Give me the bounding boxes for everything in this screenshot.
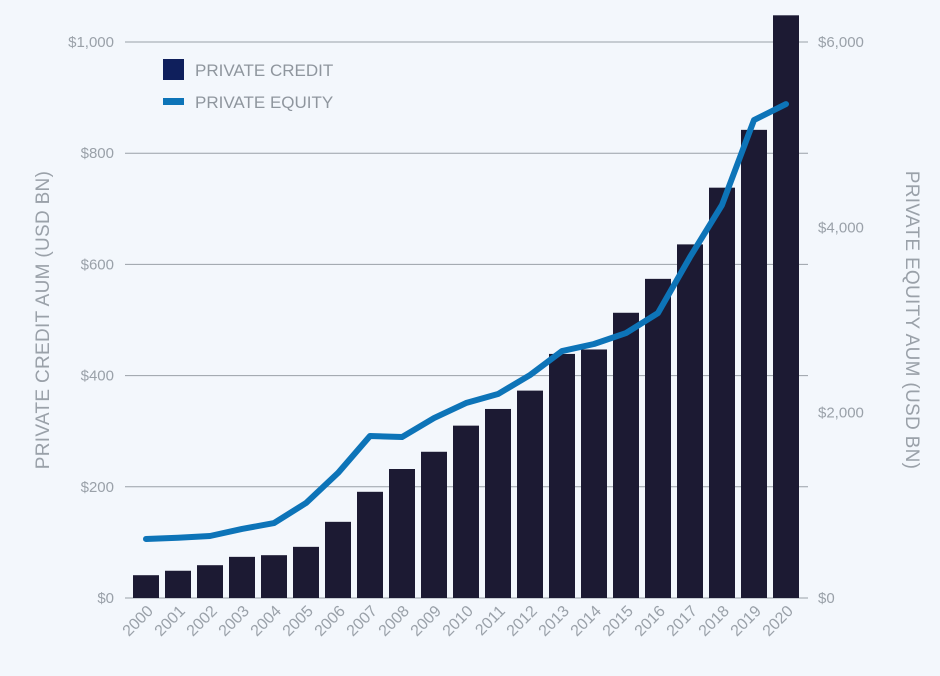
right-tick-label: $2,000	[818, 405, 864, 422]
bar-2006	[325, 521, 351, 598]
x-tick-label: 2005	[280, 603, 317, 640]
left-tick-label: $1,000	[68, 34, 114, 51]
bar-2018	[709, 187, 735, 598]
bar-2015	[613, 312, 639, 598]
bar-2009	[421, 451, 447, 598]
bar-2017	[677, 244, 703, 598]
legend-label-private-credit: PRIVATE CREDIT	[195, 61, 333, 80]
x-tick-label: 2019	[728, 603, 765, 640]
bar-2010	[453, 425, 479, 598]
right-tick-label: $6,000	[818, 34, 864, 51]
private-equity-line	[143, 101, 789, 542]
left-tick-label: $800	[81, 145, 114, 162]
left-tick-label: $400	[81, 368, 114, 385]
bar-2016	[645, 278, 671, 598]
x-tick-label: 2000	[120, 603, 157, 640]
x-tick-label: 2002	[184, 603, 221, 640]
x-tick-label: 2009	[408, 603, 445, 640]
x-tick-label: 2015	[600, 603, 637, 640]
x-tick-label: 2003	[216, 603, 253, 640]
bar-2012	[517, 390, 543, 598]
x-tick-label: 2007	[344, 603, 381, 640]
x-tick-label: 2004	[248, 603, 285, 640]
x-tick-label: 2020	[760, 603, 797, 640]
x-tick-label: 2012	[504, 603, 541, 640]
left-axis-title: PRIVATE CREDIT AUM (USD BN)	[33, 171, 54, 469]
private-equity-line-path	[143, 101, 789, 542]
legend: PRIVATE CREDIT PRIVATE EQUITY	[163, 59, 333, 112]
bar-2002	[197, 565, 223, 598]
x-tick-label: 2008	[376, 603, 413, 640]
bar-2013	[549, 353, 575, 598]
x-tick-label: 2014	[568, 603, 605, 640]
bar-2007	[357, 491, 383, 598]
left-axis-ticks: $0 $200 $400 $600 $800 $1,000	[68, 34, 114, 607]
x-tick-label: 2010	[440, 603, 477, 640]
bar-2019	[741, 129, 767, 598]
right-axis-ticks: $0 $2,000 $4,000 $6,000	[818, 34, 864, 607]
legend-swatch-private-equity	[163, 98, 184, 105]
left-tick-label: $200	[81, 479, 114, 496]
legend-swatch-private-credit	[163, 59, 184, 80]
left-tick-label: $600	[81, 256, 114, 273]
x-tick-label: 2017	[664, 603, 701, 640]
bar-2005	[293, 546, 319, 598]
x-tick-label: 2016	[632, 603, 669, 640]
x-tick-label: 2013	[536, 603, 573, 640]
right-axis-title: PRIVATE EQUITY AUM (USD BN)	[901, 171, 922, 469]
bar-2011	[485, 408, 511, 598]
x-tick-label: 2006	[312, 603, 349, 640]
x-tick-label: 2018	[696, 603, 733, 640]
legend-label-private-equity: PRIVATE EQUITY	[195, 93, 333, 112]
bar-2014	[581, 349, 607, 598]
x-tick-label: 2001	[152, 603, 189, 640]
bar-2020	[773, 15, 799, 598]
bar-2008	[389, 469, 415, 598]
x-tick-label: 2011	[472, 603, 508, 639]
bar-2001	[165, 570, 191, 598]
right-tick-label: $0	[818, 590, 835, 607]
private-credit-bars	[133, 15, 799, 598]
bar-2004	[261, 555, 287, 598]
left-tick-label: $0	[97, 590, 114, 607]
x-axis-labels: 2000200120022003200420052006200720082009…	[120, 603, 797, 640]
right-tick-label: $4,000	[818, 219, 864, 236]
bar-2003	[229, 556, 255, 598]
bar-2000	[133, 575, 159, 598]
